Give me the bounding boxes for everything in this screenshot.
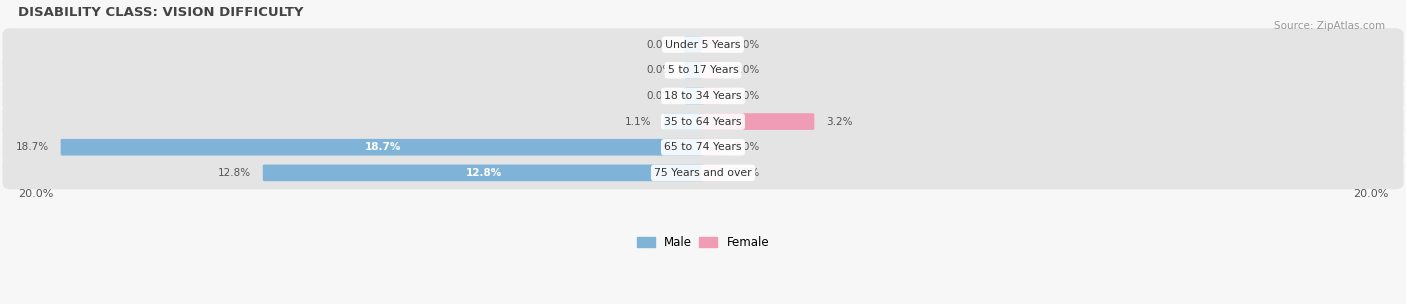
Text: 0.0%: 0.0% [645,91,672,101]
FancyBboxPatch shape [702,164,721,181]
Text: 12.8%: 12.8% [465,168,502,178]
Text: 0.0%: 0.0% [734,65,761,75]
FancyBboxPatch shape [664,113,704,130]
Text: 0.0%: 0.0% [645,40,672,50]
FancyBboxPatch shape [3,131,1403,164]
Text: 18 to 34 Years: 18 to 34 Years [664,91,742,101]
Text: 20.0%: 20.0% [1353,189,1388,199]
FancyBboxPatch shape [702,88,721,104]
Text: 0.0%: 0.0% [734,168,761,178]
Text: 75 Years and over: 75 Years and over [654,168,752,178]
FancyBboxPatch shape [702,62,721,79]
FancyBboxPatch shape [3,105,1403,138]
FancyBboxPatch shape [3,54,1403,87]
Text: DISABILITY CLASS: VISION DIFFICULTY: DISABILITY CLASS: VISION DIFFICULTY [18,5,304,19]
Text: 0.0%: 0.0% [645,65,672,75]
FancyBboxPatch shape [702,113,814,130]
Text: Source: ZipAtlas.com: Source: ZipAtlas.com [1274,21,1385,31]
FancyBboxPatch shape [685,88,704,104]
FancyBboxPatch shape [702,139,721,156]
Text: 5 to 17 Years: 5 to 17 Years [668,65,738,75]
Text: 3.2%: 3.2% [827,116,853,126]
Text: 18.7%: 18.7% [364,142,401,152]
Text: 0.0%: 0.0% [734,142,761,152]
FancyBboxPatch shape [685,36,704,53]
FancyBboxPatch shape [685,62,704,79]
Text: 35 to 64 Years: 35 to 64 Years [664,116,742,126]
Text: 1.1%: 1.1% [669,116,699,126]
Text: 20.0%: 20.0% [18,189,53,199]
FancyBboxPatch shape [3,80,1403,112]
Text: 0.0%: 0.0% [734,40,761,50]
Text: 0.0%: 0.0% [734,91,761,101]
Text: Under 5 Years: Under 5 Years [665,40,741,50]
Text: 12.8%: 12.8% [218,168,250,178]
FancyBboxPatch shape [60,139,704,156]
FancyBboxPatch shape [263,164,704,181]
Legend: Male, Female: Male, Female [633,231,773,254]
Text: 65 to 74 Years: 65 to 74 Years [664,142,742,152]
FancyBboxPatch shape [3,28,1403,61]
Text: 18.7%: 18.7% [15,142,49,152]
Text: 1.1%: 1.1% [626,116,651,126]
FancyBboxPatch shape [702,36,721,53]
FancyBboxPatch shape [3,157,1403,189]
